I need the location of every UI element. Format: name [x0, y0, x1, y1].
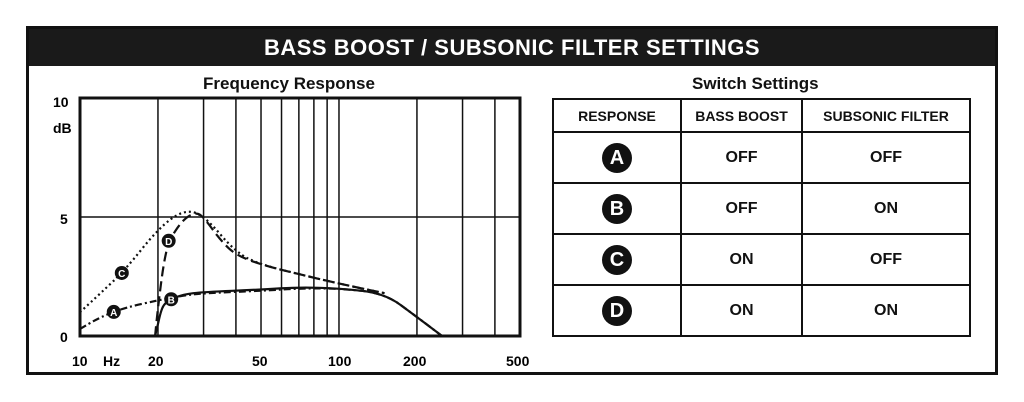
curve-marker-label: D [165, 237, 172, 248]
subsonic-filter-cell: OFF [801, 131, 971, 184]
frequency-response-graph: A B C D 10 dB 5 0 10 Hz 20 50 100 200 500 [53, 94, 530, 369]
table-row: B OFF ON [552, 182, 971, 235]
response-badge: D [602, 295, 632, 326]
x-tick-500: 500 [506, 353, 530, 369]
curve-markers: A B C D [106, 233, 179, 319]
x-tick-20: 20 [148, 353, 164, 369]
x-tick-50: 50 [252, 353, 268, 369]
grid-lines [80, 98, 520, 336]
subsonic-filter-cell: ON [801, 284, 971, 337]
bass-boost-cell: OFF [680, 182, 803, 235]
response-badge: C [602, 244, 632, 275]
bass-boost-cell: OFF [680, 131, 803, 184]
y-tick-0: 0 [60, 329, 68, 345]
response-cell: C [552, 233, 682, 286]
curve-marker-label: C [118, 269, 125, 280]
bass-boost-cell: ON [680, 233, 803, 286]
curve-marker-label: A [110, 308, 117, 319]
curve-b [154, 286, 444, 338]
curve-d [154, 212, 385, 337]
curve-marker-d [161, 233, 176, 248]
curve-marker-label: B [168, 295, 175, 306]
response-curves [79, 210, 444, 338]
response-badge: B [602, 193, 632, 224]
response-cell: B [552, 182, 682, 235]
x-tick-10: 10 [72, 353, 88, 369]
subsonic-filter-cell: OFF [801, 233, 971, 286]
y-tick-5: 5 [60, 211, 68, 227]
column-header-bass-boost: BASS BOOST [680, 98, 803, 133]
y-tick-10: 10 [53, 94, 69, 110]
table-row: A OFF OFF [552, 131, 971, 184]
bass-boost-cell: ON [680, 284, 803, 337]
table-row: D ON ON [552, 284, 971, 337]
curve-marker-a [106, 304, 121, 319]
column-header-response: RESPONSE [552, 98, 682, 133]
response-cell: A [552, 131, 682, 184]
graph-title: Frequency Response [203, 74, 375, 93]
subsonic-filter-cell: ON [801, 182, 971, 235]
settings-panel: BASS BOOST / SUBSONIC FILTER SETTINGS Fr… [26, 26, 998, 375]
x-tick-100: 100 [328, 353, 352, 369]
curve-marker-c [114, 265, 129, 280]
x-tick-200: 200 [403, 353, 427, 369]
table-title: Switch Settings [692, 74, 819, 93]
table-header-row: RESPONSE BASS BOOST SUBSONIC FILTER [552, 98, 971, 133]
response-cell: D [552, 284, 682, 337]
column-header-subsonic-filter: SUBSONIC FILTER [801, 98, 971, 133]
y-unit-label: dB [53, 120, 72, 136]
x-unit-label: Hz [103, 353, 120, 369]
switch-settings-table: RESPONSE BASS BOOST SUBSONIC FILTER A OF… [552, 98, 971, 337]
response-badge: A [602, 142, 632, 173]
table-row: C ON OFF [552, 233, 971, 286]
curve-marker-b [164, 292, 179, 307]
page-title: BASS BOOST / SUBSONIC FILTER SETTINGS [29, 29, 995, 66]
